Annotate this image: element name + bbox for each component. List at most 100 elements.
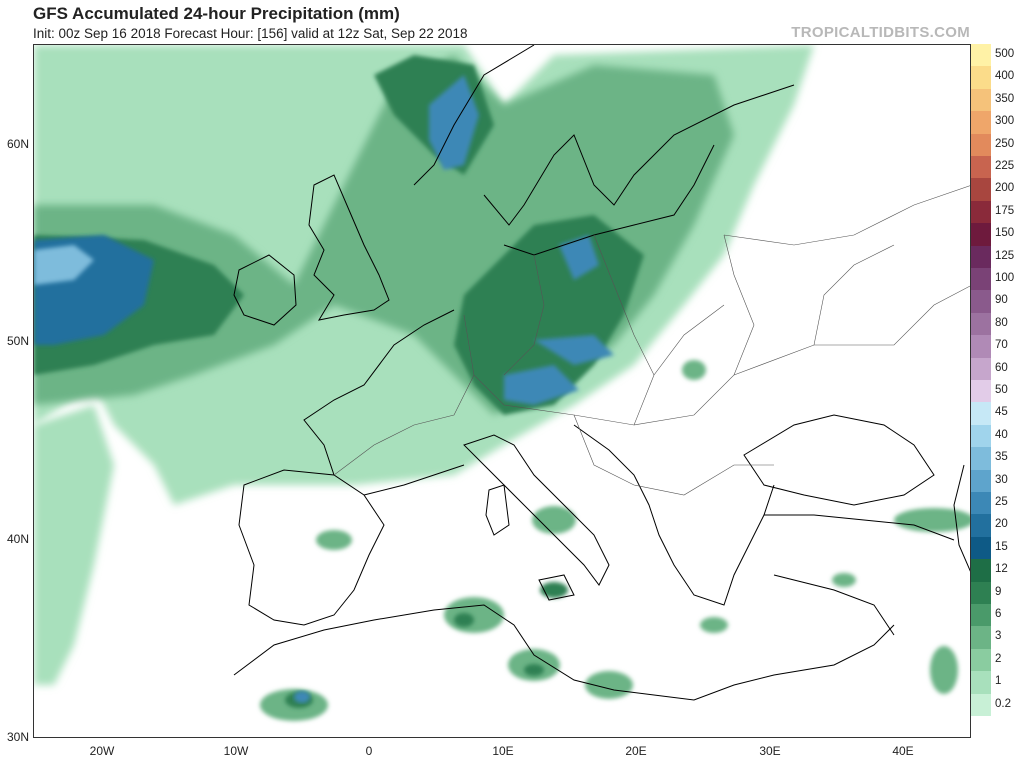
legend-swatch — [971, 335, 991, 358]
legend-label: 60 — [995, 361, 1008, 374]
legend-swatch — [971, 492, 991, 515]
precip-mediterranean-cores — [285, 582, 568, 708]
legend-swatch — [971, 671, 991, 694]
legend-swatch — [971, 469, 991, 492]
precipitation-legend: 500 400 350 300 250 225 200 175 150 125 100 90 80 70 6… — [971, 44, 1019, 716]
coast-balkans — [573, 424, 775, 606]
legend-label: 225 — [995, 160, 1015, 172]
legend-swatch — [971, 133, 991, 156]
legend-label: 70 — [995, 339, 1008, 352]
coast-ireland — [233, 254, 297, 326]
legend-label: 30 — [995, 473, 1008, 486]
legend-label: 2 — [995, 652, 1002, 665]
legend-label: 12 — [995, 563, 1008, 576]
precip-norway-blue — [429, 75, 479, 170]
map-title: GFS Accumulated 24-hour Precipitation (m… — [33, 4, 400, 23]
legend-swatch — [971, 648, 991, 672]
lat-label-60n: 60N — [6, 137, 29, 151]
legend-label: 500 — [995, 48, 1015, 60]
coast-france — [303, 309, 465, 496]
legend-label: 200 — [995, 182, 1015, 195]
coast-black-sea — [743, 414, 935, 506]
legend-label: 6 — [995, 608, 1002, 620]
precip-poland-blue — [559, 235, 599, 280]
brand-watermark: TROPICALTIDBITS.COM — [791, 24, 970, 41]
legend-swatch — [971, 424, 991, 448]
lon-label-0: 0 — [365, 744, 373, 758]
lon-label-40e: 40E — [892, 744, 914, 758]
lat-label-40n: 40N — [6, 532, 29, 546]
coast-scandinavia — [413, 45, 795, 226]
lon-label-30e: 30E — [759, 744, 781, 758]
legend-swatch — [971, 514, 991, 537]
legend-label: 300 — [995, 115, 1015, 128]
map-canvas — [34, 45, 970, 721]
precipitation-map — [33, 44, 971, 738]
lon-label-20w: 20W — [89, 744, 115, 758]
legend-label: 20 — [995, 518, 1008, 531]
legend-label: 0.2 — [995, 697, 1011, 710]
coast-sicily — [538, 574, 575, 601]
legend-label: 40 — [995, 428, 1008, 441]
coast-italy — [463, 434, 610, 586]
legend-label: 50 — [995, 384, 1008, 396]
legend-swatch — [971, 604, 991, 627]
legend-label: 15 — [995, 540, 1008, 553]
legend-swatch — [971, 447, 991, 470]
coastlines — [233, 45, 970, 701]
legend-swatch — [971, 268, 991, 291]
map-subtitle: Init: 00z Sep 16 2018 Forecast Hour: [15… — [33, 26, 468, 41]
legend-swatch — [971, 357, 991, 380]
precip-alps-blue — [504, 365, 579, 405]
precip-atlantic-tail — [34, 405, 114, 685]
legend-swatch — [971, 200, 991, 224]
legend-swatch — [971, 693, 991, 716]
lon-label-20e: 20E — [625, 744, 647, 758]
precip-czech-blue — [534, 335, 614, 365]
legend-label: 1 — [995, 675, 1002, 688]
lat-label-50n: 50N — [6, 334, 29, 348]
legend-swatch — [971, 290, 991, 313]
legend-swatch — [971, 178, 991, 201]
coast-turkey — [764, 514, 955, 636]
legend-label: 250 — [995, 137, 1015, 150]
country-borders — [333, 185, 970, 496]
legend-swatch — [971, 156, 991, 179]
legend-label: 150 — [995, 227, 1015, 240]
legend-swatch — [971, 312, 991, 336]
legend-swatch — [971, 223, 991, 246]
legend-label: 9 — [995, 585, 1002, 598]
coast-baltic — [503, 144, 715, 256]
legend-swatch — [971, 536, 991, 560]
legend-label: 80 — [995, 316, 1008, 329]
legend-label: 90 — [995, 294, 1008, 307]
precipitation-field — [34, 45, 970, 721]
legend-label: 175 — [995, 204, 1015, 217]
legend-swatch — [971, 559, 991, 582]
legend-swatch — [971, 581, 991, 604]
precip-morocco-blue — [294, 691, 310, 703]
legend-swatch — [971, 44, 991, 67]
legend-label: 35 — [995, 451, 1008, 464]
legend-swatch — [971, 66, 991, 89]
legend-label: 25 — [995, 496, 1008, 508]
coast-great-britain — [308, 174, 390, 321]
legend-swatch — [971, 380, 991, 403]
legend-swatch — [971, 402, 991, 425]
legend-label: 3 — [995, 630, 1002, 643]
legend-swatch — [971, 111, 991, 134]
lat-label-30n: 30N — [6, 730, 29, 744]
coast-iberia — [238, 469, 385, 626]
legend-label: 400 — [995, 70, 1015, 83]
legend-swatch — [971, 245, 991, 268]
legend-label: 350 — [995, 92, 1015, 105]
lon-label-10e: 10E — [492, 744, 514, 758]
legend-label: 45 — [995, 406, 1008, 419]
legend-label: 100 — [995, 272, 1015, 284]
legend-swatch — [971, 626, 991, 649]
coast-sardinia — [485, 484, 510, 536]
coast-caspian — [953, 464, 970, 572]
coast-north-africa — [233, 604, 895, 701]
legend-label: 125 — [995, 249, 1015, 262]
precip-atlantic-lightblue — [34, 245, 94, 285]
